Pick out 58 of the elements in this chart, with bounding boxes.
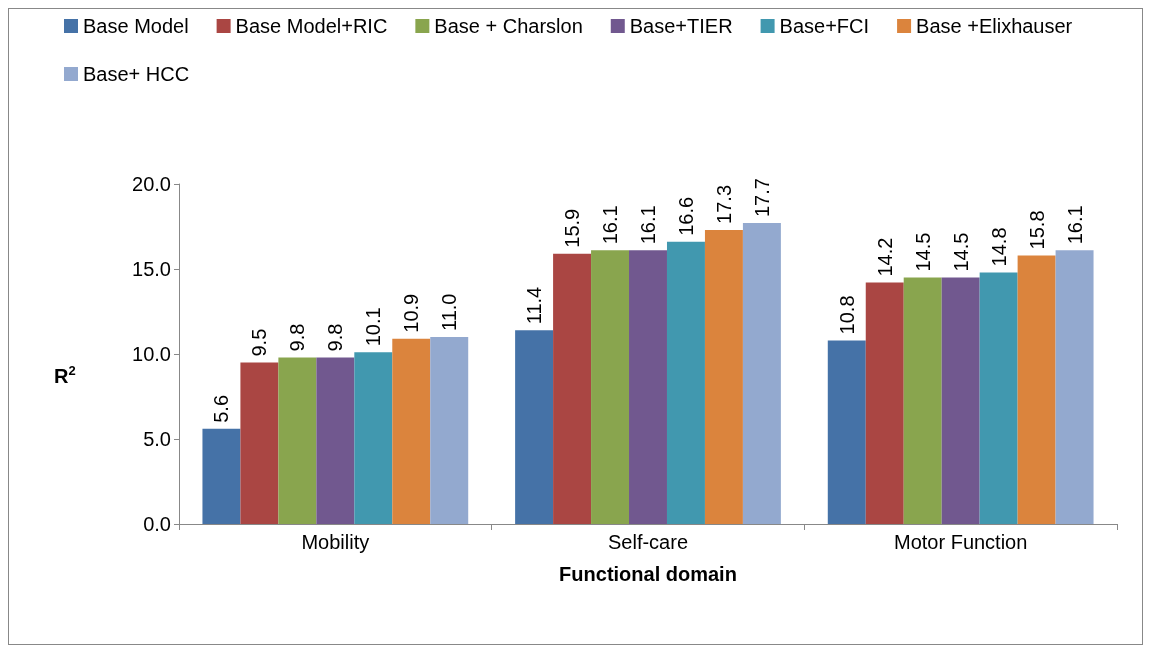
legend-label: Base+ HCC — [83, 63, 190, 85]
bar — [430, 337, 469, 524]
bar — [704, 229, 743, 524]
data-label: 14.5 — [911, 232, 934, 272]
bar — [865, 282, 904, 524]
y-tick-label: 15.0 — [132, 258, 171, 280]
bar — [903, 277, 942, 524]
bar — [591, 250, 630, 524]
data-label: 10.9 — [400, 293, 423, 333]
legend-label: Base +Elixhauser — [916, 15, 1073, 37]
data-label: 16.6 — [674, 196, 697, 236]
data-label: 16.1 — [599, 205, 622, 245]
bar — [979, 272, 1018, 524]
legend-label: Base Model+RIC — [235, 15, 388, 37]
x-tick-label: Self-care — [607, 531, 689, 553]
y-tick-label: 5.0 — [143, 428, 171, 450]
data-label: 14.5 — [949, 232, 972, 272]
data-label: 14.8 — [987, 227, 1010, 267]
data-label: 17.7 — [750, 178, 773, 218]
data-label: 9.5 — [248, 328, 271, 357]
bar — [1055, 250, 1094, 524]
y-tick-label: 10.0 — [132, 343, 171, 365]
data-label: 16.1 — [1063, 205, 1086, 245]
legend-label: Base+TIER — [629, 15, 733, 37]
legend-label: Base + Charslon — [434, 15, 583, 37]
bar — [278, 357, 317, 524]
x-tick-label: Motor Function — [893, 531, 1028, 553]
data-label: 11.4 — [523, 286, 546, 325]
bar — [354, 352, 393, 524]
bar — [1017, 255, 1056, 524]
data-label: 9.8 — [324, 323, 347, 352]
data-label: 10.1 — [362, 307, 385, 347]
bar — [742, 223, 781, 524]
x-tick-label: Mobility — [301, 531, 370, 553]
data-label: 15.8 — [1025, 210, 1048, 250]
legend-label: Base Model — [83, 15, 189, 37]
data-label: 5.6 — [210, 394, 233, 423]
data-label: 9.8 — [286, 323, 309, 352]
x-axis-title: Functional domain — [559, 563, 737, 585]
y-tick-label: 0.0 — [143, 513, 171, 535]
bar — [202, 428, 241, 524]
data-label: 15.9 — [561, 208, 584, 248]
bar — [392, 338, 431, 524]
bar — [941, 277, 980, 524]
y-tick-label: 20.0 — [132, 173, 171, 195]
bar — [666, 241, 705, 524]
bar — [316, 357, 355, 524]
bar — [827, 340, 866, 524]
data-label: 14.2 — [873, 237, 896, 277]
bar — [240, 362, 279, 524]
data-label: 16.1 — [637, 205, 659, 245]
bar — [515, 330, 554, 524]
bar — [629, 250, 667, 524]
legend-label: Base+FCI — [779, 15, 870, 37]
data-label: 11.0 — [438, 293, 461, 331]
data-label: 10.8 — [835, 295, 858, 335]
data-label: 17.3 — [712, 184, 735, 224]
bar — [553, 253, 592, 524]
